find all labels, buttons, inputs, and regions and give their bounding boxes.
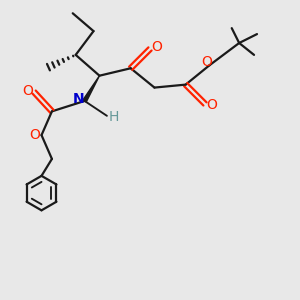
Text: O: O bbox=[201, 55, 212, 69]
Text: O: O bbox=[151, 40, 162, 55]
Text: H: H bbox=[108, 110, 118, 124]
Polygon shape bbox=[83, 76, 100, 102]
Text: O: O bbox=[29, 128, 40, 142]
Text: N: N bbox=[72, 92, 84, 106]
Text: O: O bbox=[22, 84, 33, 98]
Text: O: O bbox=[206, 98, 217, 112]
